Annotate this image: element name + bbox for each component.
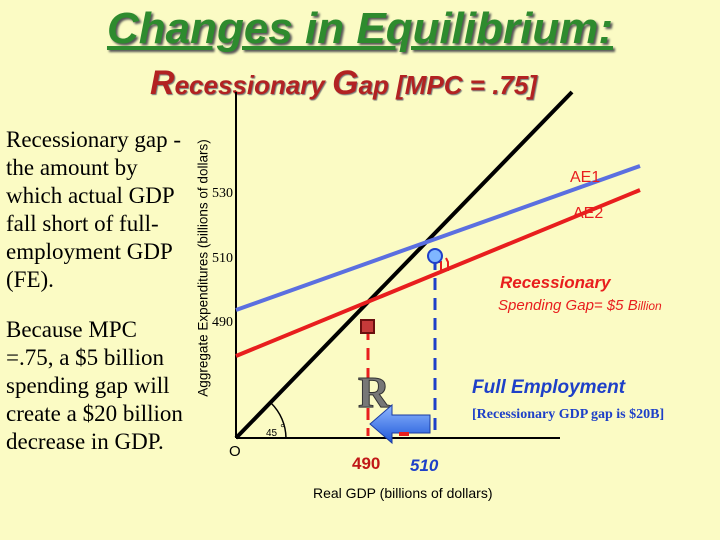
ae1-label: AE1 <box>570 169 600 186</box>
angle-arc <box>270 402 287 439</box>
spending-gap-label: Spending Gap= $5 Billion <box>498 297 662 314</box>
x-axis-label: Real GDP (billions of dollars) <box>313 485 492 501</box>
origin-label: O <box>229 443 241 460</box>
gdp-decrease-arrow <box>369 403 431 445</box>
slide-subtitle: Recessionary Gap [MPC = .75] <box>150 64 537 103</box>
ae2-label: AE2 <box>573 205 603 222</box>
gap-end-marker <box>399 432 409 436</box>
slide-title: Changes in Equilibrium: <box>106 4 614 53</box>
y-tick-490: 490 <box>212 315 233 330</box>
y-tick-510: 510 <box>212 251 233 266</box>
subtitle-part-2: ap [MPC = .75] <box>358 70 538 100</box>
recessionary-label: Recessionary <box>500 273 612 292</box>
subtitle-initial-g: G <box>332 64 359 102</box>
y-tick-530: 530 <box>212 186 233 201</box>
subtitle-part-1: ecessionary <box>174 70 333 100</box>
full-employment-point <box>427 248 443 264</box>
spending-gap-bracket <box>437 257 449 271</box>
equilibrium-point <box>360 319 375 334</box>
ae1-line <box>235 164 641 312</box>
full-employment-label: Full Employment <box>472 377 626 398</box>
subtitle-initial-r: R <box>150 64 175 102</box>
explanation-text: Because MPC =.75, a $5 billion spending … <box>6 317 183 454</box>
definition-text: Recessionary gap - the amount by which a… <box>6 127 181 292</box>
gdp-gap-label: [Recessionary GDP gap is $20B] <box>472 407 664 422</box>
x-tick-490: 490 <box>352 454 380 473</box>
x-tick-510: 510 <box>410 456 439 475</box>
angle-label: 45 ° <box>266 421 285 439</box>
ae2-line <box>235 188 641 358</box>
forty-five-degree-line <box>234 90 574 440</box>
r-marker: R <box>358 368 391 417</box>
